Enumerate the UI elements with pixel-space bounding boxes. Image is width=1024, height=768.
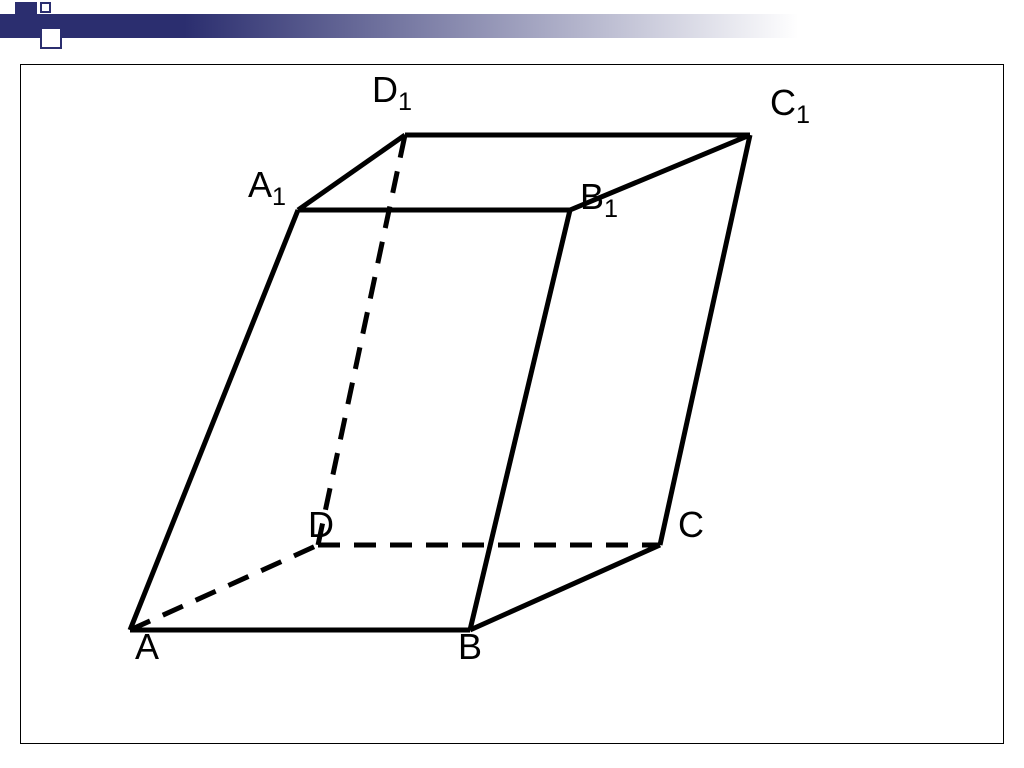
vertex-label-A1: A1 [248, 164, 286, 212]
edge-D-D1 [318, 135, 405, 545]
vertex-label-D: D [308, 504, 334, 546]
vertex-label-A: A [135, 626, 159, 668]
edge-C-C1 [660, 135, 750, 545]
vertex-label-B1: B1 [580, 176, 618, 224]
vertex-label-C1: C1 [770, 82, 810, 130]
vertex-label-B: B [458, 626, 482, 668]
edge-B-B1 [470, 210, 570, 630]
vertex-label-D1: D1 [372, 69, 412, 117]
edge-D1-A1 [298, 135, 405, 210]
edge-B-C [470, 545, 660, 630]
vertex-label-C: C [678, 504, 704, 546]
